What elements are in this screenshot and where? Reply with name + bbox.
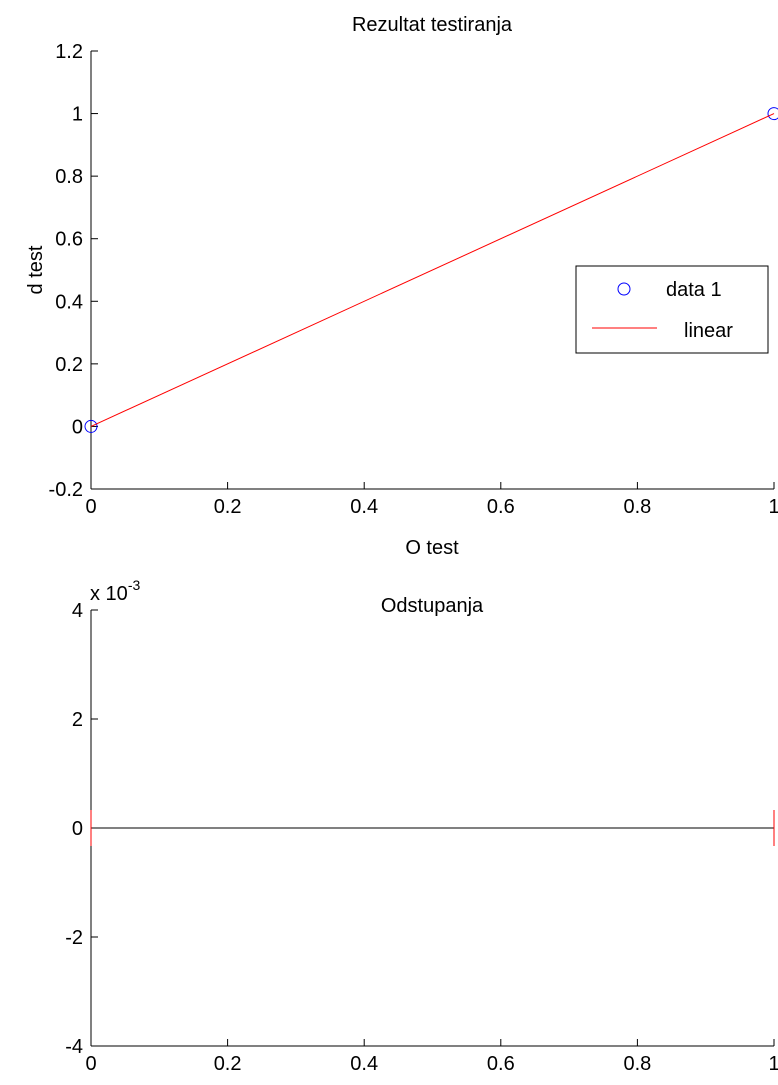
top-point-data-1 bbox=[767, 107, 778, 121]
top-legend-box bbox=[575, 265, 769, 354]
legend-marker-data1 bbox=[617, 282, 631, 296]
bot-x-tick-label: 1 bbox=[768, 1053, 778, 1075]
top-series-linear bbox=[90, 113, 775, 427]
top-y-tick-label: 0.6 bbox=[55, 229, 83, 251]
top-y-tick-label: 0 bbox=[72, 416, 83, 438]
top-x-tick-label: 1 bbox=[768, 496, 778, 518]
top-series bbox=[84, 107, 778, 433]
bottom-x-ticks: 0 0.2 0.4 0.6 0.8 1 bbox=[85, 1039, 778, 1075]
top-y-tick-label: 0.4 bbox=[55, 291, 83, 313]
bot-x-tick-label: 0.8 bbox=[623, 1053, 651, 1075]
bot-y-tick-label: 2 bbox=[72, 709, 83, 731]
bottom-y-ticks: -4 -2 0 2 4 bbox=[65, 600, 98, 1058]
bottom-plot-title: Odstupanja bbox=[381, 595, 484, 617]
top-plot-xlabel: O test bbox=[405, 537, 459, 559]
bot-x-tick-label: 0.6 bbox=[487, 1053, 515, 1075]
top-y-tick-label: 0.2 bbox=[55, 354, 83, 376]
top-x-ticks: 0 0.2 0.4 0.6 0.8 1 bbox=[85, 482, 778, 518]
top-x-tick-label: 0.8 bbox=[623, 496, 651, 518]
top-x-tick-label: 0 bbox=[85, 496, 96, 518]
top-y-tick-label: 0.8 bbox=[55, 166, 83, 188]
top-x-tick-label: 0.4 bbox=[350, 496, 378, 518]
bottom-exponent-power: -3 bbox=[128, 577, 141, 593]
top-plot: Rezultat testiranja d test O test 0 0.2 0.… bbox=[25, 14, 778, 559]
top-plot-ylabel: d test bbox=[25, 245, 47, 294]
top-y-tick-label: 1 bbox=[72, 104, 83, 126]
legend-label-linear: linear bbox=[684, 320, 733, 342]
top-y-tick-label: -0.2 bbox=[49, 479, 83, 501]
top-y-ticks: -0.2 0 0.2 0.4 0.6 0.8 1 1.2 bbox=[49, 41, 98, 501]
bot-x-tick-label: 0.4 bbox=[350, 1053, 378, 1075]
bot-y-tick-label: -2 bbox=[65, 927, 83, 949]
top-x-tick-label: 0.2 bbox=[214, 496, 242, 518]
top-x-tick-label: 0.6 bbox=[487, 496, 515, 518]
top-y-tick-label: 1.2 bbox=[55, 41, 83, 63]
bot-y-tick-label: -4 bbox=[65, 1036, 83, 1058]
bottom-plot: Odstupanja x 10-3 0 0.2 0.4 0.6 0.8 1 -4 -2 0 2 4 bbox=[65, 577, 778, 1075]
top-plot-title: Rezultat testiranja bbox=[352, 14, 513, 36]
top-legend: data 1 linear bbox=[575, 265, 769, 354]
bottom-series bbox=[90, 810, 775, 846]
bot-y-tick-label: 0 bbox=[72, 818, 83, 840]
bot-x-tick-label: 0 bbox=[85, 1053, 96, 1075]
bot-x-tick-label: 0.2 bbox=[214, 1053, 242, 1075]
bot-y-tick-label: 4 bbox=[72, 600, 83, 622]
top-point-data-1 bbox=[84, 419, 98, 433]
bottom-exponent-base: x 10 bbox=[90, 583, 128, 605]
legend-label-data1: data 1 bbox=[666, 279, 722, 301]
bottom-exponent-label: x 10-3 bbox=[90, 577, 140, 605]
